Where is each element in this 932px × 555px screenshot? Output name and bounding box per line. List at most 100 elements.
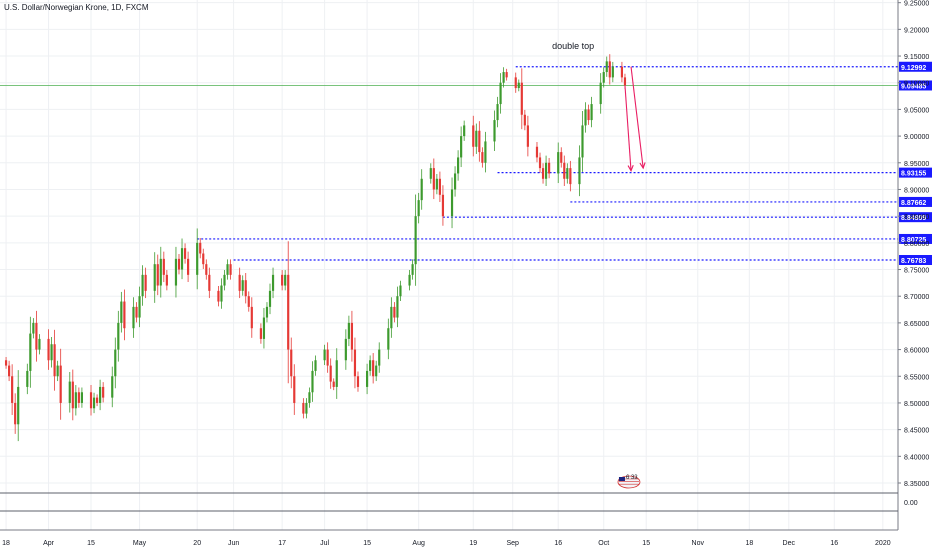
last-price-tag <box>899 80 932 91</box>
candle <box>38 334 41 355</box>
candle-body <box>238 274 241 291</box>
arrow-head <box>639 162 646 170</box>
candle-body <box>399 285 402 297</box>
candle-body <box>365 370 369 387</box>
candle-body <box>453 173 457 190</box>
candle <box>590 96 593 128</box>
level-tag <box>899 255 932 266</box>
projection-arrow <box>630 66 646 170</box>
time-tick-label: Aug <box>412 540 425 547</box>
candle <box>281 270 284 291</box>
candle <box>14 393 17 434</box>
time-tick-label: Jun <box>228 540 239 547</box>
candle-body <box>432 168 435 190</box>
candle <box>199 238 202 259</box>
candle <box>153 252 156 303</box>
time-axis[interactable]: 18 Apr 15 May 20 Jun 17 Jul 15 Aug 19 Sep 16 Oct 15 Nov… <box>0 529 898 547</box>
candle-body <box>435 178 438 190</box>
time-tick-label: 18 <box>745 540 753 547</box>
candle <box>247 291 250 312</box>
candle <box>429 163 432 184</box>
candle <box>566 163 569 184</box>
level-label: 9.12992 <box>901 65 926 72</box>
candle <box>74 385 77 416</box>
candle <box>408 270 411 291</box>
candle-body <box>29 333 32 371</box>
candle <box>287 241 290 384</box>
candle-body <box>50 344 53 361</box>
candle <box>80 387 84 408</box>
candle-body <box>293 376 296 403</box>
level-label: 8.76783 <box>901 258 926 265</box>
candle-body <box>305 402 308 414</box>
arrow-head <box>627 165 634 173</box>
time-tick-label: 2020 <box>875 540 891 547</box>
candle-body <box>535 146 539 158</box>
candle <box>353 337 357 389</box>
candle-body <box>502 72 505 83</box>
candle <box>332 378 335 391</box>
candle-body <box>505 72 508 78</box>
candle <box>111 366 114 408</box>
price-tick-label: 8.60000 <box>904 348 929 355</box>
candle-body <box>390 306 393 329</box>
candle-body <box>89 392 93 409</box>
level-tag <box>899 212 932 223</box>
candle-body <box>32 322 35 334</box>
price-axis[interactable]: 9.25000 9.20000 9.15000 9.10000 9.05000 9.000… <box>897 0 929 530</box>
candle-body <box>247 296 250 307</box>
candle-body <box>372 360 375 377</box>
candle-body <box>281 274 284 286</box>
candle-body <box>95 397 99 403</box>
candle <box>441 185 445 226</box>
candle-body <box>541 168 545 179</box>
time-tick-label: 15 <box>363 540 371 547</box>
candle <box>411 259 414 280</box>
candle <box>505 68 508 81</box>
candle-body <box>623 77 627 86</box>
candle-body <box>26 370 29 387</box>
symbol-title: U.S. Dollar/Norwegian Krone, 1D, FXCM <box>4 3 149 12</box>
candle-body <box>514 77 517 89</box>
candle-body <box>587 109 590 121</box>
candle-body <box>417 200 420 217</box>
candle-body <box>335 360 338 387</box>
candle-body <box>369 360 372 371</box>
candle <box>180 238 184 280</box>
candle-body <box>463 125 466 137</box>
candle-body <box>226 264 229 275</box>
candle-body <box>250 306 253 329</box>
candle <box>32 318 35 339</box>
candle <box>475 123 478 154</box>
candle <box>68 371 71 413</box>
candle-body <box>144 274 147 291</box>
arrow-shaft <box>624 85 632 171</box>
candle-body <box>584 109 587 126</box>
price-tick-label: 8.75000 <box>904 268 929 275</box>
candle <box>138 286 141 328</box>
candle-body <box>59 365 62 403</box>
candle-body <box>478 130 481 153</box>
candle-body <box>560 152 563 163</box>
price-tick-label: 8.90000 <box>904 187 929 194</box>
candle <box>102 382 105 403</box>
candle <box>265 302 269 323</box>
candle-body <box>141 274 144 297</box>
candle <box>496 96 499 128</box>
candle-body <box>356 376 360 387</box>
candle-body <box>472 125 475 147</box>
candle <box>420 169 423 210</box>
price-tick-label: 8.80000 <box>904 241 929 248</box>
candle <box>472 115 475 157</box>
candle-body <box>199 242 202 254</box>
time-tick-label: Jul <box>320 540 329 547</box>
arrow-shaft <box>630 66 644 169</box>
candle-body <box>602 72 605 83</box>
candle-body <box>420 178 423 201</box>
candle-body <box>287 274 290 350</box>
candle <box>344 329 347 370</box>
candle <box>123 289 126 341</box>
price-tick-label: 9.20000 <box>904 27 929 34</box>
time-tick-label: 15 <box>642 540 650 547</box>
